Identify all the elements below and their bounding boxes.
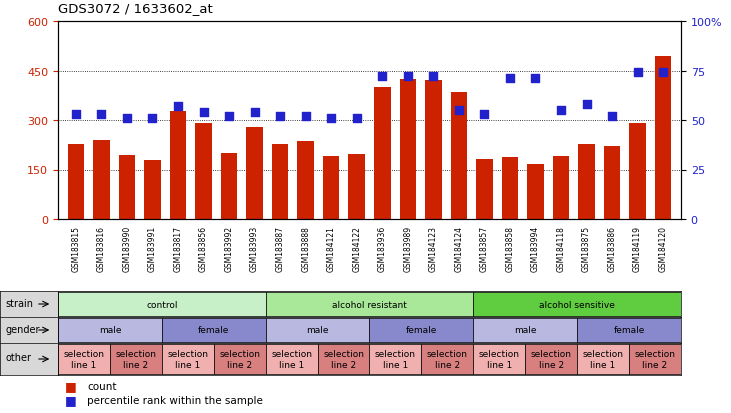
Text: female: female <box>198 326 230 335</box>
Bar <box>629 123 646 219</box>
Text: selection
line 1: selection line 1 <box>271 349 312 369</box>
Bar <box>526 344 577 374</box>
Text: male: male <box>99 326 121 335</box>
Bar <box>144 161 161 219</box>
Bar <box>425 81 442 219</box>
Point <box>530 76 542 83</box>
Bar <box>170 112 186 219</box>
Bar <box>421 344 474 374</box>
Point <box>555 107 567 114</box>
Bar <box>604 147 621 219</box>
Text: selection
line 1: selection line 1 <box>64 349 105 369</box>
Text: alcohol resistant: alcohol resistant <box>332 300 407 309</box>
Point <box>632 70 643 76</box>
Point <box>580 102 592 108</box>
Text: ■: ■ <box>65 379 77 392</box>
Bar <box>527 164 544 219</box>
Text: alcohol sensitive: alcohol sensitive <box>539 300 615 309</box>
Bar <box>58 318 162 342</box>
Bar <box>272 145 289 219</box>
Text: selection
line 2: selection line 2 <box>323 349 364 369</box>
Text: gender: gender <box>6 324 40 334</box>
Bar <box>246 127 263 219</box>
Bar <box>93 141 110 219</box>
Bar <box>67 145 84 219</box>
Bar <box>213 344 265 374</box>
Text: other: other <box>6 353 32 363</box>
Text: selection
line 1: selection line 1 <box>479 349 520 369</box>
Text: female: female <box>613 326 645 335</box>
Text: selection
line 1: selection line 1 <box>167 349 208 369</box>
Bar <box>629 344 681 374</box>
Text: selection
line 2: selection line 2 <box>635 349 675 369</box>
Point <box>428 74 439 81</box>
Text: male: male <box>514 326 537 335</box>
Point <box>274 114 286 120</box>
Bar <box>118 155 135 219</box>
Bar <box>450 93 467 219</box>
Point <box>121 115 133 122</box>
Text: GDS3072 / 1633602_at: GDS3072 / 1633602_at <box>58 2 213 15</box>
Text: percentile rank within the sample: percentile rank within the sample <box>87 395 263 405</box>
Text: control: control <box>146 300 178 309</box>
Bar <box>162 344 213 374</box>
Point <box>479 112 491 118</box>
Bar <box>577 318 681 342</box>
Text: selection
line 2: selection line 2 <box>427 349 468 369</box>
Text: selection
line 2: selection line 2 <box>115 349 156 369</box>
Point <box>504 76 516 83</box>
Bar <box>162 318 265 342</box>
Bar <box>578 145 595 219</box>
Bar <box>323 157 339 219</box>
Text: female: female <box>406 326 437 335</box>
Text: selection
line 2: selection line 2 <box>219 349 260 369</box>
Text: selection
line 2: selection line 2 <box>531 349 572 369</box>
Bar <box>58 344 110 374</box>
Point <box>402 74 414 81</box>
Text: count: count <box>87 381 117 391</box>
Bar <box>221 154 238 219</box>
Point <box>325 115 337 122</box>
Text: ■: ■ <box>65 393 77 406</box>
Bar <box>474 344 526 374</box>
Text: male: male <box>306 326 329 335</box>
Point <box>351 115 363 122</box>
Point <box>70 112 82 118</box>
Text: selection
line 1: selection line 1 <box>375 349 416 369</box>
Bar <box>298 142 314 219</box>
Point <box>453 107 465 114</box>
Bar <box>195 123 212 219</box>
Bar <box>374 88 390 219</box>
Point <box>657 70 669 76</box>
Point <box>147 115 159 122</box>
Point <box>376 74 388 81</box>
Point <box>249 109 260 116</box>
Point <box>173 104 184 110</box>
Bar <box>369 344 421 374</box>
Bar <box>501 158 518 219</box>
Point <box>606 114 618 120</box>
Bar <box>265 318 369 342</box>
Bar <box>476 159 493 219</box>
Bar <box>265 344 317 374</box>
Bar <box>317 344 369 374</box>
Text: strain: strain <box>6 298 34 308</box>
Bar <box>474 318 577 342</box>
Bar <box>400 80 416 219</box>
Point <box>300 114 311 120</box>
Bar <box>577 344 629 374</box>
Text: selection
line 1: selection line 1 <box>583 349 624 369</box>
Bar <box>655 57 672 219</box>
Bar <box>110 344 162 374</box>
Point <box>223 114 235 120</box>
Bar <box>474 292 681 316</box>
Bar <box>349 154 365 219</box>
Bar <box>553 156 569 219</box>
Point <box>197 109 209 116</box>
Point <box>96 112 107 118</box>
Bar <box>58 292 265 316</box>
Bar <box>265 292 474 316</box>
Bar <box>369 318 474 342</box>
